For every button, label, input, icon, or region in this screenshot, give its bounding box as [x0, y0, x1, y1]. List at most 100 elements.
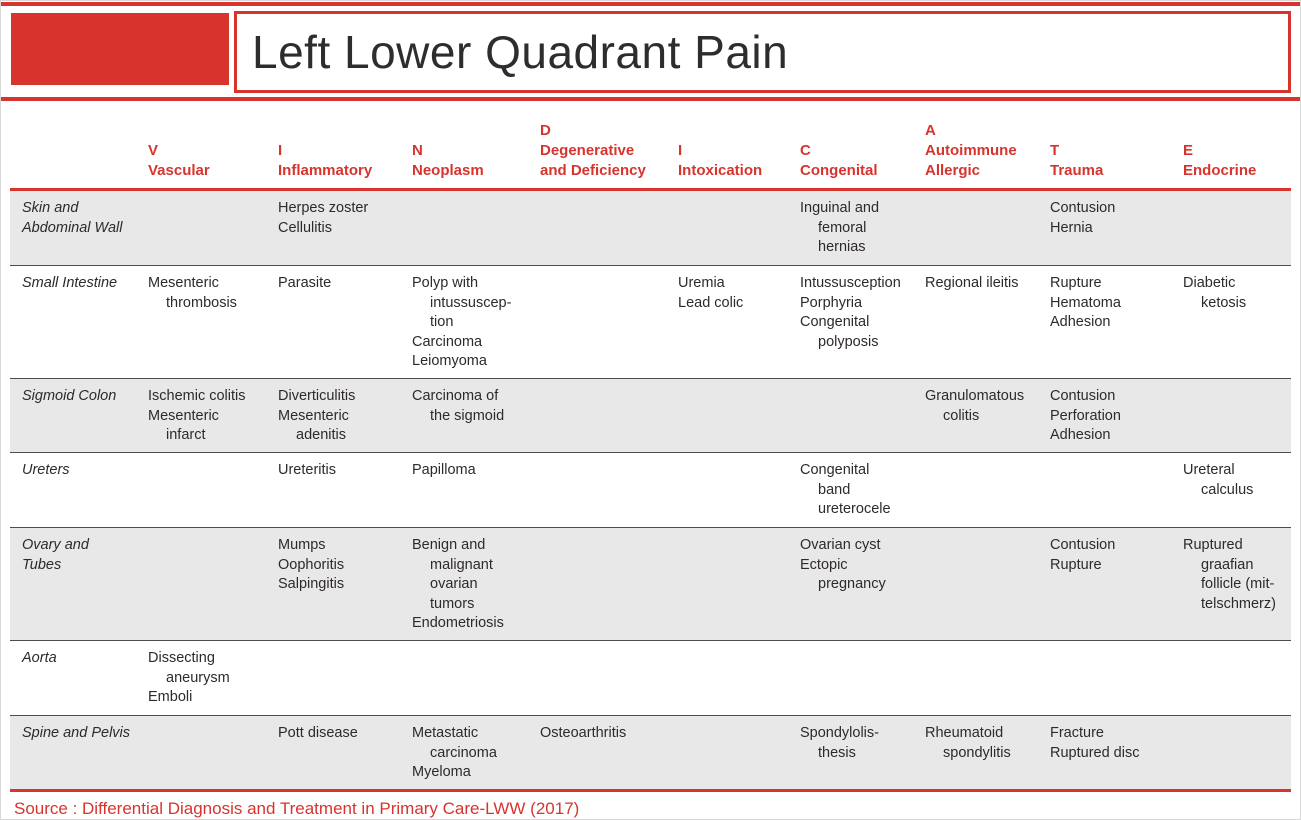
cell-skin-abdominal-wall-autoimmune	[913, 191, 1038, 265]
cell-sigmoid-colon-endocrine	[1171, 379, 1291, 452]
diagnosis-entry: Uremia	[678, 275, 725, 291]
diagnosis-entry: Papilloma	[412, 462, 476, 478]
cell-ovary-tubes-endocrine: Ruptured graafian follicle (mit-telschmerz…	[1171, 528, 1291, 640]
cell-small-intestine-vascular: Mesenteric thrombosis	[136, 266, 266, 378]
diagnosis-entry: Mumps	[278, 537, 326, 553]
diagnosis-entry: Polyp with intussuscep-tion	[412, 275, 512, 330]
diagnosis-entry: Adhesion	[1050, 427, 1111, 443]
header-underline	[1, 97, 1300, 101]
diagnosis-entry: Carcinoma of the sigmoid	[412, 388, 505, 424]
cell-ureters-trauma	[1038, 453, 1171, 527]
diagnosis-entry: Diabetic ketosis	[1183, 275, 1247, 311]
row-label: Aorta	[22, 650, 57, 666]
cell-skin-abdominal-wall-vascular	[136, 191, 266, 265]
table-row-spine-pelvis: Spine and Pelvis Pott disease Metastatic ca…	[10, 715, 1291, 792]
title-box: Left Lower Quadrant Pain	[234, 11, 1291, 93]
row-label: Ovary and Tubes	[22, 537, 89, 573]
diagnosis-table: V Vascular I Inflammatory N Neoplasm D Degenera…	[10, 101, 1291, 792]
cell-ureters-degenerative	[528, 453, 666, 527]
diagnosis-entry: Pott disease	[278, 725, 358, 741]
row-label: Small Intestine	[22, 275, 118, 291]
diagnosis-entry: Porphyria	[800, 294, 863, 311]
diagnosis-entry: Rupture	[1050, 275, 1102, 291]
diagnosis-entry: Rupture	[1050, 556, 1102, 573]
cell-aorta-congenital	[788, 641, 913, 715]
diagnosis-entry: Parasite	[278, 275, 332, 291]
table-row-aorta: Aorta Dissecting aneurysm Emboli	[10, 640, 1291, 715]
cell-ureters-intoxication	[666, 453, 788, 527]
diagnosis-entry: Inguinal and femoral hernias	[800, 200, 880, 255]
diagnosis-entry: Ureteritis	[278, 462, 337, 478]
cell-ureters-neoplasm: Papilloma	[400, 453, 528, 527]
cell-sigmoid-colon-intoxication	[666, 379, 788, 452]
cell-skin-abdominal-wall-inflammatory: Herpes zoster Cellulitis	[266, 191, 400, 265]
diagnosis-entry: Herpes zoster	[278, 200, 369, 216]
diagnosis-entry: Endometriosis	[412, 615, 504, 631]
cell-ovary-tubes-congenital: Ovarian cyst Ectopic pregnancy	[788, 528, 913, 640]
cell-aorta-trauma	[1038, 641, 1171, 715]
cell-skin-abdominal-wall-congenital: Inguinal and femoral hernias	[788, 191, 913, 265]
diagnosis-entry: Mesenteric infarct	[148, 407, 219, 444]
diagnosis-entry: Benign and malignant ovarian tumors	[412, 537, 493, 612]
cell-sigmoid-colon-autoimmune: Granulomatous colitis	[913, 379, 1038, 452]
column-header-degenerative: D Degenerative and Deficiency	[540, 122, 646, 179]
cell-aorta-degenerative	[528, 641, 666, 715]
diagnosis-entry: Ischemic colitis	[148, 388, 246, 404]
column-header-endocrine: E Endocrine	[1183, 142, 1257, 179]
cell-ureters-congenital: Congenital band ureterocele	[788, 453, 913, 527]
diagnosis-entry: Granulomatous colitis	[925, 388, 1025, 424]
cell-skin-abdominal-wall-neoplasm	[400, 191, 528, 265]
cell-skin-abdominal-wall-degenerative	[528, 191, 666, 265]
cell-aorta-endocrine	[1171, 641, 1291, 715]
cell-ovary-tubes-degenerative	[528, 528, 666, 640]
cell-small-intestine-trauma: Rupture Hematoma Adhesion	[1038, 266, 1171, 378]
diagnosis-entry: Osteoarthritis	[540, 725, 627, 741]
diagnosis-entry: Ectopic pregnancy	[800, 556, 886, 593]
cell-ovary-tubes-intoxication	[666, 528, 788, 640]
diagnosis-entry: Contusion	[1050, 200, 1116, 216]
diagnosis-entry: Ovarian cyst	[800, 537, 881, 553]
diagnosis-entry: Perforation	[1050, 407, 1121, 424]
cell-spine-pelvis-trauma: Fracture Ruptured disc	[1038, 716, 1171, 789]
diagnosis-entry: Cellulitis	[278, 219, 332, 236]
cell-ovary-tubes-neoplasm: Benign and malignant ovarian tumors Endometr…	[400, 528, 528, 640]
cell-ureters-inflammatory: Ureteritis	[266, 453, 400, 527]
diagnosis-entry: Hematoma	[1050, 294, 1121, 311]
cell-spine-pelvis-inflammatory: Pott disease	[266, 716, 400, 789]
row-label: Spine and Pelvis	[22, 725, 131, 741]
cell-small-intestine-inflammatory: Parasite	[266, 266, 400, 378]
diagnosis-entry: Congenital band ureterocele	[800, 462, 891, 517]
diagnosis-entry: Contusion	[1050, 537, 1116, 553]
diagnosis-entry: Salpingitis	[278, 576, 345, 592]
cell-aorta-intoxication	[666, 641, 788, 715]
cell-small-intestine-degenerative	[528, 266, 666, 378]
cell-spine-pelvis-autoimmune: Rheumatoid spondylitis	[913, 716, 1038, 789]
diagnosis-entry: Leiomyoma	[412, 353, 487, 369]
cell-skin-abdominal-wall-trauma: Contusion Hernia	[1038, 191, 1171, 265]
diagnosis-entry: Spondylolis-thesis	[800, 725, 879, 761]
cell-spine-pelvis-degenerative: Osteoarthritis	[528, 716, 666, 789]
red-brand-block	[11, 13, 229, 85]
cell-spine-pelvis-endocrine	[1171, 716, 1291, 789]
row-label: Sigmoid Colon	[22, 388, 117, 404]
cell-spine-pelvis-intoxication	[666, 716, 788, 789]
diagnosis-entry: Congenital polyposis	[800, 314, 879, 350]
cell-ovary-tubes-inflammatory: Mumps Oophoritis Salpingitis	[266, 528, 400, 640]
diagnosis-entry: Ureteral calculus	[1183, 462, 1254, 498]
column-header-inflammatory: I Inflammatory	[278, 142, 373, 179]
cell-ureters-autoimmune	[913, 453, 1038, 527]
diagnosis-entry: Carcinoma	[412, 333, 483, 350]
cell-small-intestine-autoimmune: Regional ileitis	[913, 266, 1038, 378]
diagnosis-entry: Myeloma	[412, 764, 471, 780]
diagnosis-entry: Ruptured disc	[1050, 744, 1140, 761]
cell-ovary-tubes-autoimmune	[913, 528, 1038, 640]
cell-sigmoid-colon-congenital	[788, 379, 913, 452]
header-band: Left Lower Quadrant Pain	[1, 6, 1300, 94]
table-row-sigmoid-colon: Sigmoid Colon Ischemic colitis Mesenteric i…	[10, 378, 1291, 452]
diagnosis-entry: Metastatic carcinoma	[412, 725, 497, 761]
cell-skin-abdominal-wall-intoxication	[666, 191, 788, 265]
diagnosis-entry: Lead colic	[678, 294, 744, 311]
diagnosis-entry: Contusion	[1050, 388, 1116, 404]
cell-sigmoid-colon-degenerative	[528, 379, 666, 452]
